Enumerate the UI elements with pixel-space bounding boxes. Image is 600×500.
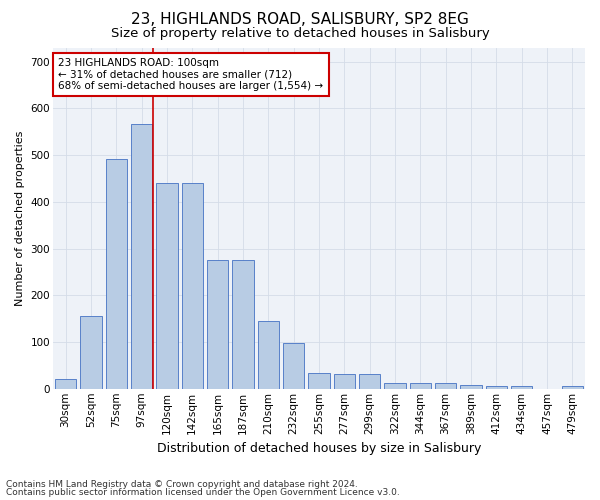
Y-axis label: Number of detached properties: Number of detached properties <box>15 130 25 306</box>
Bar <box>80 316 102 389</box>
Text: Contains public sector information licensed under the Open Government Licence v3: Contains public sector information licen… <box>6 488 400 497</box>
Bar <box>410 383 431 389</box>
Bar <box>308 374 330 389</box>
Bar <box>460 385 482 389</box>
Bar <box>511 386 532 389</box>
Bar <box>562 386 583 389</box>
Bar <box>182 183 203 389</box>
Bar <box>232 260 254 389</box>
Bar <box>334 374 355 389</box>
Bar <box>435 383 457 389</box>
Bar <box>156 183 178 389</box>
Bar <box>207 260 229 389</box>
Text: 23 HIGHLANDS ROAD: 100sqm
← 31% of detached houses are smaller (712)
68% of semi: 23 HIGHLANDS ROAD: 100sqm ← 31% of detac… <box>58 58 323 91</box>
Bar <box>106 159 127 389</box>
Text: Size of property relative to detached houses in Salisbury: Size of property relative to detached ho… <box>110 28 490 40</box>
Bar <box>384 383 406 389</box>
Bar <box>257 321 279 389</box>
Bar <box>131 124 152 389</box>
Bar <box>55 380 76 389</box>
Text: 23, HIGHLANDS ROAD, SALISBURY, SP2 8EG: 23, HIGHLANDS ROAD, SALISBURY, SP2 8EG <box>131 12 469 28</box>
Bar <box>359 374 380 389</box>
X-axis label: Distribution of detached houses by size in Salisbury: Distribution of detached houses by size … <box>157 442 481 455</box>
Bar <box>485 386 507 389</box>
Text: Contains HM Land Registry data © Crown copyright and database right 2024.: Contains HM Land Registry data © Crown c… <box>6 480 358 489</box>
Bar <box>283 344 304 389</box>
